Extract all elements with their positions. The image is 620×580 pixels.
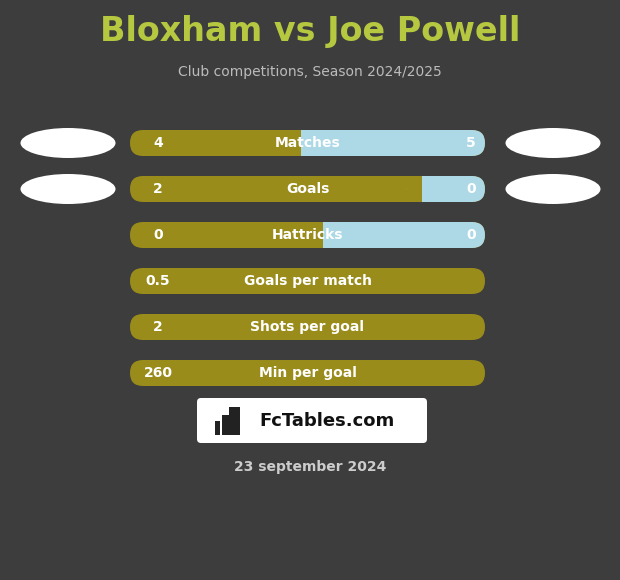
Text: 23 september 2024: 23 september 2024 <box>234 460 386 474</box>
Bar <box>407 176 422 202</box>
Text: Matches: Matches <box>275 136 340 150</box>
FancyBboxPatch shape <box>286 130 485 156</box>
Text: 0: 0 <box>466 182 476 196</box>
Text: 4: 4 <box>153 136 163 150</box>
FancyBboxPatch shape <box>407 176 485 202</box>
FancyBboxPatch shape <box>130 268 485 294</box>
Text: Bloxham vs Joe Powell: Bloxham vs Joe Powell <box>100 16 520 49</box>
FancyBboxPatch shape <box>197 398 427 443</box>
Text: Hattricks: Hattricks <box>272 228 343 242</box>
FancyBboxPatch shape <box>130 314 485 340</box>
FancyBboxPatch shape <box>130 360 485 386</box>
Text: 0.5: 0.5 <box>146 274 170 288</box>
Text: FcTables.com: FcTables.com <box>259 411 394 430</box>
Bar <box>229 407 240 435</box>
Text: 2: 2 <box>153 182 163 196</box>
FancyBboxPatch shape <box>130 176 485 202</box>
Bar <box>222 415 230 435</box>
Ellipse shape <box>505 128 601 158</box>
Text: Club competitions, Season 2024/2025: Club competitions, Season 2024/2025 <box>178 65 442 79</box>
FancyBboxPatch shape <box>130 130 485 156</box>
Text: Goals per match: Goals per match <box>244 274 371 288</box>
Ellipse shape <box>20 174 115 204</box>
Ellipse shape <box>505 174 601 204</box>
Text: Shots per goal: Shots per goal <box>250 320 365 334</box>
Ellipse shape <box>20 128 115 158</box>
Bar <box>215 421 220 435</box>
FancyBboxPatch shape <box>308 222 485 248</box>
Text: Min per goal: Min per goal <box>259 366 356 380</box>
Text: Goals: Goals <box>286 182 329 196</box>
Bar <box>308 222 322 248</box>
FancyBboxPatch shape <box>130 222 485 248</box>
Text: 2: 2 <box>153 320 163 334</box>
Text: 0: 0 <box>466 228 476 242</box>
Text: 5: 5 <box>466 136 476 150</box>
Text: 0: 0 <box>153 228 163 242</box>
Text: 260: 260 <box>143 366 172 380</box>
Bar <box>286 130 301 156</box>
